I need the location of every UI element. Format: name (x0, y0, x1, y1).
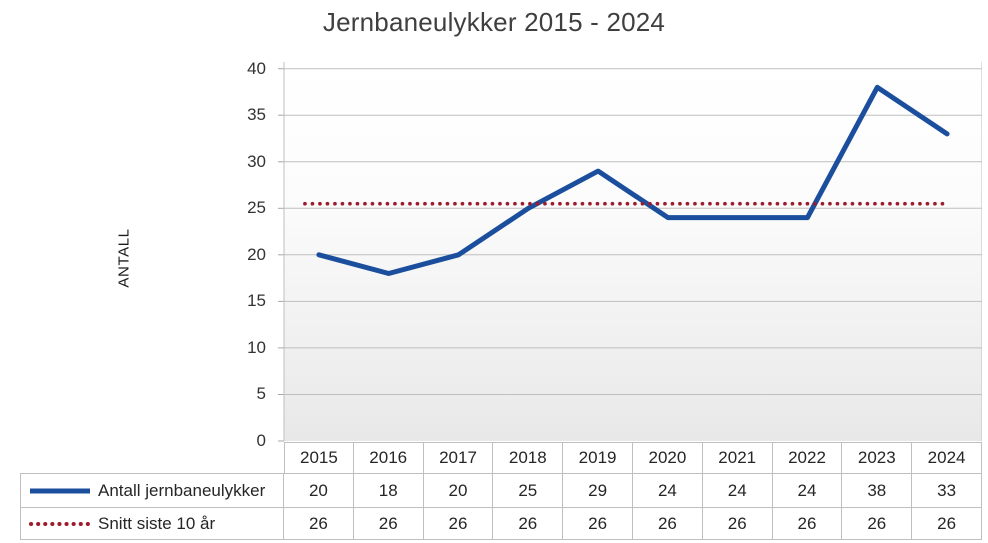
table-corner-cell (20, 442, 284, 473)
y-tick-label: 20 (247, 244, 266, 264)
year-header-cell: 2022 (772, 442, 843, 473)
legend-key-solid-line (30, 488, 90, 493)
value-cell: 26 (912, 507, 982, 540)
value-cell: 26 (493, 507, 564, 540)
value-cell: 26 (633, 507, 703, 540)
series-label: Antall jernbaneulykker (98, 480, 266, 500)
value-cell: 24 (772, 473, 843, 507)
year-header-cell: 2017 (423, 442, 494, 473)
year-header-cell: 2023 (842, 442, 913, 473)
value-cell: 18 (353, 473, 424, 507)
year-header-cell: 2019 (563, 442, 633, 473)
y-tick-label: 5 (256, 384, 266, 404)
value-cell: 29 (563, 473, 633, 507)
value-cell: 26 (772, 507, 843, 540)
value-cell: 38 (842, 473, 913, 507)
value-cell: 26 (842, 507, 913, 540)
y-tick-label: 0 (256, 431, 266, 450)
y-tick-label: 25 (247, 198, 266, 218)
series-label: Snitt siste 10 år (98, 513, 216, 533)
value-cell: 26 (284, 507, 354, 540)
value-cell: 20 (284, 473, 354, 507)
chart-title: Jernbaneulykker 2015 - 2024 (322, 7, 666, 37)
value-cell: 24 (702, 473, 773, 507)
data-series-line (316, 84, 950, 276)
value-cell: 26 (702, 507, 773, 540)
legend-key-dotted-line (29, 521, 91, 526)
y-axis-title: ANTALL (115, 228, 133, 288)
y-tick-label: 30 (247, 151, 266, 171)
y-tick-label: 40 (247, 58, 266, 78)
value-cell: 26 (563, 507, 633, 540)
value-cell: 26 (423, 507, 494, 540)
year-header-cell: 2020 (633, 442, 703, 473)
year-header-cell: 2016 (353, 442, 424, 473)
year-header-cell: 2021 (702, 442, 773, 473)
plot-svg (278, 62, 982, 442)
y-tick-label: 35 (247, 105, 266, 125)
value-cell: 26 (353, 507, 424, 540)
value-cell: 24 (633, 473, 703, 507)
value-cell: 20 (423, 473, 494, 507)
chart-data-table: 2015 2016 2017 2018 2019 2020 2021 2022 2023 2024… (20, 442, 982, 540)
series-legend-cell: Antall jernbaneulykker (20, 473, 284, 507)
year-header-cell: 2018 (493, 442, 564, 473)
y-tick-label: 15 (247, 291, 266, 311)
value-cell: 25 (493, 473, 564, 507)
plot-area-background (284, 62, 982, 441)
series-legend-cell: Snitt siste 10 år (20, 507, 284, 540)
year-header-cell: 2015 (284, 442, 354, 473)
year-header-cell: 2024 (912, 442, 982, 473)
value-cell: 33 (912, 473, 982, 507)
y-tick-label: 10 (247, 337, 266, 357)
